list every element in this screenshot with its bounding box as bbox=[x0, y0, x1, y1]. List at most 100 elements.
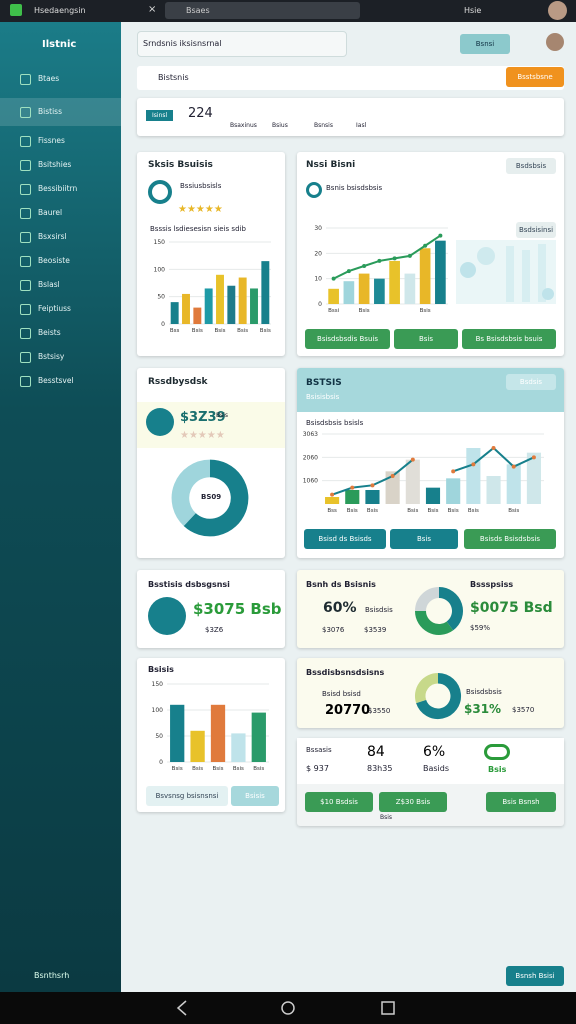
line bbox=[331, 446, 535, 496]
sidebar bbox=[0, 22, 121, 992]
button[interactable]: Bsisis bbox=[231, 786, 279, 806]
sidebar-icon bbox=[20, 280, 31, 291]
decor-panel bbox=[456, 240, 556, 304]
sidebar-item[interactable]: Bsxsirsl bbox=[38, 232, 67, 241]
card-title: BSTSIS bbox=[306, 378, 342, 388]
tab[interactable]: 224 bbox=[188, 106, 213, 121]
sidebar-item[interactable]: Bslasl bbox=[38, 280, 60, 289]
sidebar-item[interactable]: Beists bbox=[38, 328, 61, 337]
tab[interactable]: Bsnsis bbox=[314, 122, 333, 129]
tab[interactable]: Isinsl bbox=[146, 110, 174, 121]
side-title[interactable]: Bsdsisinsi bbox=[516, 222, 556, 238]
button[interactable]: Bs Bsisdsbsis bsuis bbox=[462, 329, 556, 349]
tab[interactable]: Iasl bbox=[356, 122, 367, 129]
bar bbox=[231, 733, 246, 762]
note: Bsis bbox=[216, 412, 229, 419]
pct: 60% bbox=[323, 600, 357, 616]
sidebar-item[interactable]: Baurel bbox=[38, 208, 63, 217]
bar bbox=[405, 459, 420, 504]
point bbox=[511, 464, 516, 469]
avatar[interactable] bbox=[548, 1, 567, 20]
x-tick-label: Bsis bbox=[237, 328, 248, 334]
button[interactable]: Bsis Bsnsh bbox=[486, 792, 556, 812]
header-search[interactable] bbox=[137, 31, 347, 57]
search-button[interactable]: Bsstsbsne bbox=[506, 67, 564, 87]
sidebar-item[interactable]: Bsitshies bbox=[38, 160, 72, 169]
avatar[interactable] bbox=[546, 33, 564, 51]
donut-slice bbox=[415, 587, 440, 612]
y-tick-label: 0 bbox=[159, 759, 163, 766]
bar bbox=[389, 260, 400, 304]
sidebar-footer[interactable]: Bsnthsrh bbox=[34, 971, 70, 980]
button[interactable]: Bsis bbox=[390, 529, 458, 549]
bar bbox=[466, 448, 481, 504]
donut-slice bbox=[438, 587, 463, 631]
sidebar-item[interactable]: Btaes bbox=[38, 74, 60, 83]
amount: $3Z39 bbox=[180, 410, 226, 425]
x-tick-label: Bsis bbox=[347, 508, 358, 514]
y-tick-label: 50 bbox=[157, 294, 165, 301]
bar bbox=[216, 274, 224, 324]
card-top bbox=[297, 738, 564, 784]
button[interactable]: Bsisd ds Bsisds bbox=[304, 529, 386, 549]
y-tick-label: 150 bbox=[152, 681, 164, 688]
y-tick-label: 50 bbox=[155, 733, 163, 740]
browser-search[interactable] bbox=[165, 2, 360, 19]
card-title: Bsnh ds Bsisnis bbox=[306, 580, 376, 589]
bar bbox=[227, 285, 236, 324]
button[interactable]: $10 Bsdsis bbox=[305, 792, 373, 812]
sidebar-item[interactable]: Beosiste bbox=[38, 256, 70, 265]
icon bbox=[148, 597, 186, 635]
point bbox=[438, 233, 443, 238]
sidebar-title: Ilstnic bbox=[42, 39, 77, 50]
amount: 20770 bbox=[325, 703, 371, 718]
tab[interactable]: Bsius bbox=[272, 122, 288, 129]
header-button[interactable]: Bsnsi bbox=[460, 34, 510, 54]
badge[interactable]: Bsdsbsis bbox=[506, 158, 556, 174]
right-title: Bssspsiss bbox=[470, 580, 514, 589]
sidebar-item[interactable]: Besstsvel bbox=[38, 376, 74, 385]
point bbox=[423, 243, 428, 248]
sidebar-item[interactable]: Fissnes bbox=[38, 136, 65, 145]
tab-close[interactable]: × bbox=[148, 4, 157, 15]
donut bbox=[171, 459, 249, 537]
y-tick-label: 0 bbox=[318, 301, 322, 308]
button[interactable]: Bsvsnsg bsisnsnsi bbox=[146, 786, 228, 806]
bar bbox=[446, 478, 461, 504]
footer-button[interactable]: Bsnsh Bsisi bbox=[506, 966, 564, 986]
card-subtitle: Bsnis bsisdsbsis bbox=[326, 184, 383, 192]
card-title: Bsisis bbox=[148, 665, 174, 674]
card-title: Bsstisis dsbsgsnsi bbox=[148, 580, 230, 589]
button[interactable]: Bsis bbox=[394, 329, 458, 349]
sidebar-icon bbox=[20, 184, 31, 195]
button[interactable]: Bsisdsbsdis Bsuis bbox=[305, 329, 390, 349]
sidebar-item[interactable]: Feiptiuss bbox=[38, 304, 71, 313]
tab[interactable]: Bsaxinus bbox=[230, 122, 257, 129]
donut bbox=[414, 672, 462, 719]
badge[interactable]: Bsdsis bbox=[506, 374, 556, 390]
x-tick-label: Bsis bbox=[448, 508, 459, 514]
button[interactable]: Bsisds Bsisdsbsis bbox=[464, 529, 556, 549]
sub: 83h35 bbox=[367, 764, 393, 773]
point bbox=[407, 253, 412, 258]
amount: $0075 Bsd bbox=[470, 600, 553, 616]
amount: $3075 Bsb bbox=[193, 600, 282, 618]
card-title: Sksis Bsuisis bbox=[148, 160, 213, 170]
line bbox=[333, 234, 441, 280]
search-bar[interactable] bbox=[137, 66, 564, 90]
sidebar-item[interactable]: Bistiss bbox=[38, 107, 62, 116]
sub: $3076 bbox=[322, 626, 345, 634]
sidebar-icon bbox=[20, 256, 31, 267]
sub: Bsisdsis bbox=[365, 606, 393, 614]
bar bbox=[261, 261, 270, 324]
sub: Basids bbox=[423, 764, 450, 773]
card-title: Nssi Bisni bbox=[306, 160, 356, 170]
y-tick-label: 10 bbox=[314, 276, 322, 283]
sidebar-item[interactable]: Bstsisy bbox=[38, 352, 65, 361]
point bbox=[331, 276, 336, 281]
stars: ★★★★★ bbox=[180, 430, 225, 441]
point bbox=[451, 469, 456, 474]
sidebar-item[interactable]: Bessibiitrn bbox=[38, 184, 78, 193]
bar bbox=[358, 273, 370, 304]
button[interactable]: Z$30 Bsis bbox=[379, 792, 447, 812]
